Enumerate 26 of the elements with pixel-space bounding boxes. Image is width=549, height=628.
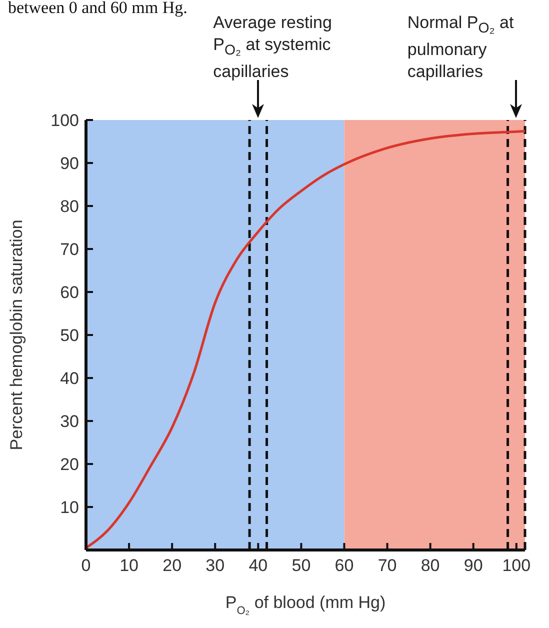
y-axis-title: Percent hemoglobin saturation bbox=[7, 220, 26, 450]
x-tick-label: 10 bbox=[120, 556, 138, 576]
x-tick-label: 0 bbox=[81, 556, 91, 576]
x-tick-label: 90 bbox=[464, 556, 483, 576]
y-tick-label: 10 bbox=[60, 498, 79, 518]
x-tick-label: 30 bbox=[206, 556, 225, 576]
y-tick-label: 20 bbox=[60, 455, 79, 474]
text: between 0 and 60 mm Hg. bbox=[8, 0, 188, 18]
x-tick-label: 40 bbox=[248, 556, 268, 576]
x-tick-label: 50 bbox=[292, 556, 311, 576]
y-tick-label: 40 bbox=[60, 369, 79, 388]
annotation: Average resting P$_{O₂}$ at systemic capillaries bbox=[213, 12, 333, 84]
y-tick-label: 30 bbox=[60, 412, 79, 432]
x-tick-label: 100 bbox=[502, 556, 531, 576]
y-tick-label: 90 bbox=[60, 154, 79, 174]
x-axis-title: P$_{O₂}$ of blood (mm Hg) bbox=[225, 593, 386, 617]
y-tick-label: 80 bbox=[60, 197, 79, 216]
x-tick-label: 20 bbox=[162, 556, 182, 576]
y-tick-label: 60 bbox=[60, 283, 79, 302]
x-tick-label: 60 bbox=[334, 556, 354, 576]
x-tick-label: 80 bbox=[420, 556, 440, 576]
y-tick-label: 70 bbox=[60, 240, 79, 260]
y-tick-label: 50 bbox=[60, 326, 79, 346]
x-tick-label: 70 bbox=[378, 556, 397, 576]
y-tick-label: 100 bbox=[50, 111, 79, 130]
annotation: Normal P$_{O₂}$ at pulmonary capillaries bbox=[407, 12, 515, 84]
